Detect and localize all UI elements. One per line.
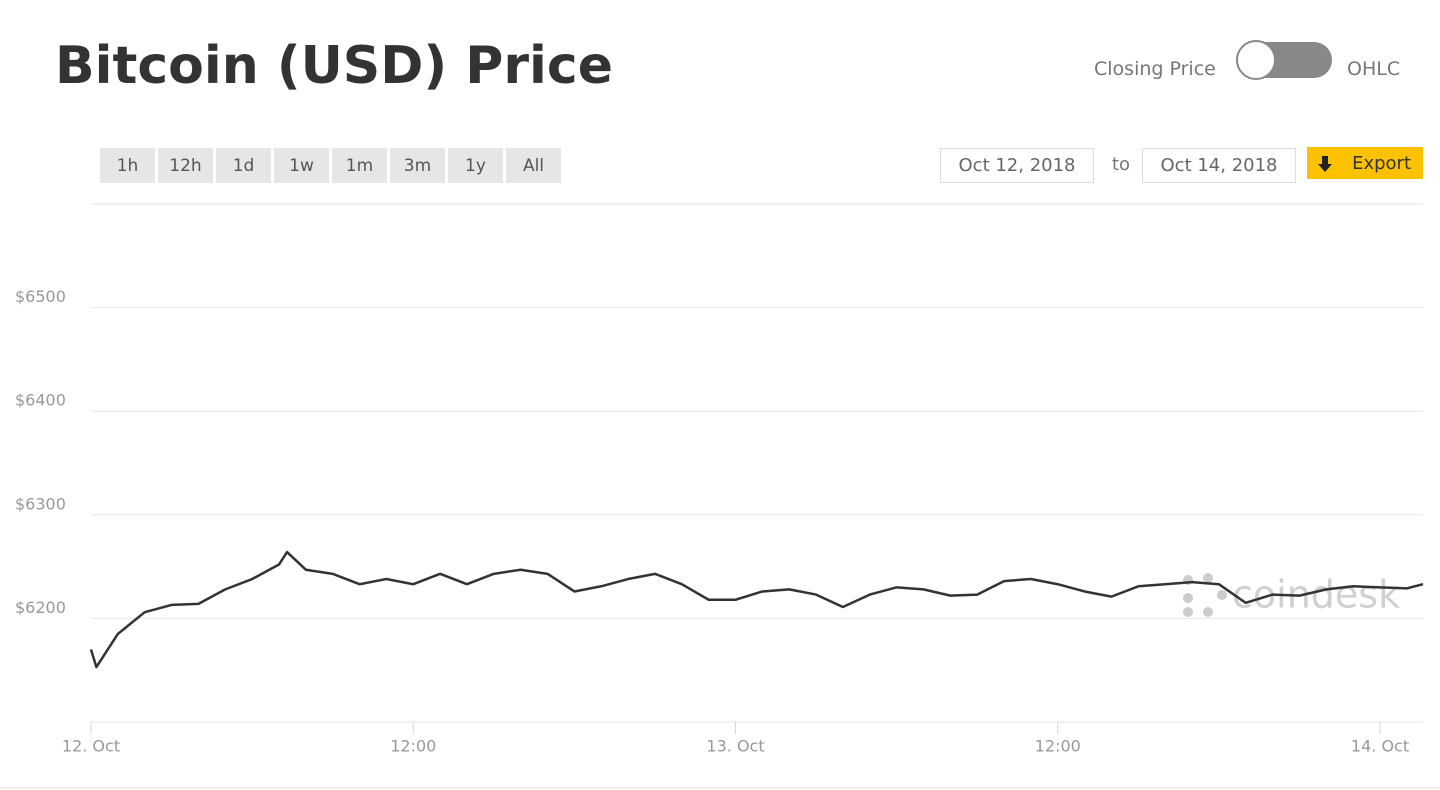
y-tick-label: $6400 (15, 391, 66, 410)
toggle-label[interactable]: OHLC (1347, 58, 1401, 80)
range-buttons: 1h 12h 1d 1w 1m 3m 1y All (100, 148, 561, 183)
page-title: Bitcoin (USD) Price (55, 36, 613, 96)
range-button[interactable]: 1m (332, 148, 387, 183)
toggle-knob[interactable] (1236, 40, 1276, 80)
range-button[interactable]: All (506, 148, 561, 183)
price-line (89, 550, 1424, 669)
x-tick-label: 12. Oct (62, 737, 120, 756)
date-input[interactable]: Oct 12, 2018 (940, 148, 1094, 183)
date-separator: to (1112, 154, 1131, 175)
x-tick-label: 12:00 (390, 737, 436, 756)
x-tick-label: 14. Oct (1351, 737, 1409, 756)
range-button[interactable]: 1d (216, 148, 271, 183)
y-tick-label: $6300 (15, 494, 66, 513)
watermark-text: coindesk (1232, 573, 1400, 617)
y-tick-label: $6500 (15, 287, 66, 306)
date-input[interactable]: Oct 14, 2018 (1142, 148, 1296, 183)
range-button[interactable]: 12h (158, 148, 213, 183)
watermark: coindesk (1183, 573, 1400, 617)
x-tick-label: 12:00 (1035, 737, 1081, 756)
export-icon (1318, 156, 1332, 172)
range-button[interactable]: 3m (390, 148, 445, 183)
y-tick-label: $6200 (15, 598, 66, 617)
x-tick-label: 13. Oct (706, 737, 764, 756)
toggle-label[interactable]: Closing Price (1094, 58, 1216, 80)
range-button[interactable]: 1y (448, 148, 503, 183)
range-button[interactable]: 1w (274, 148, 329, 183)
range-button[interactable]: 1h (100, 148, 155, 183)
